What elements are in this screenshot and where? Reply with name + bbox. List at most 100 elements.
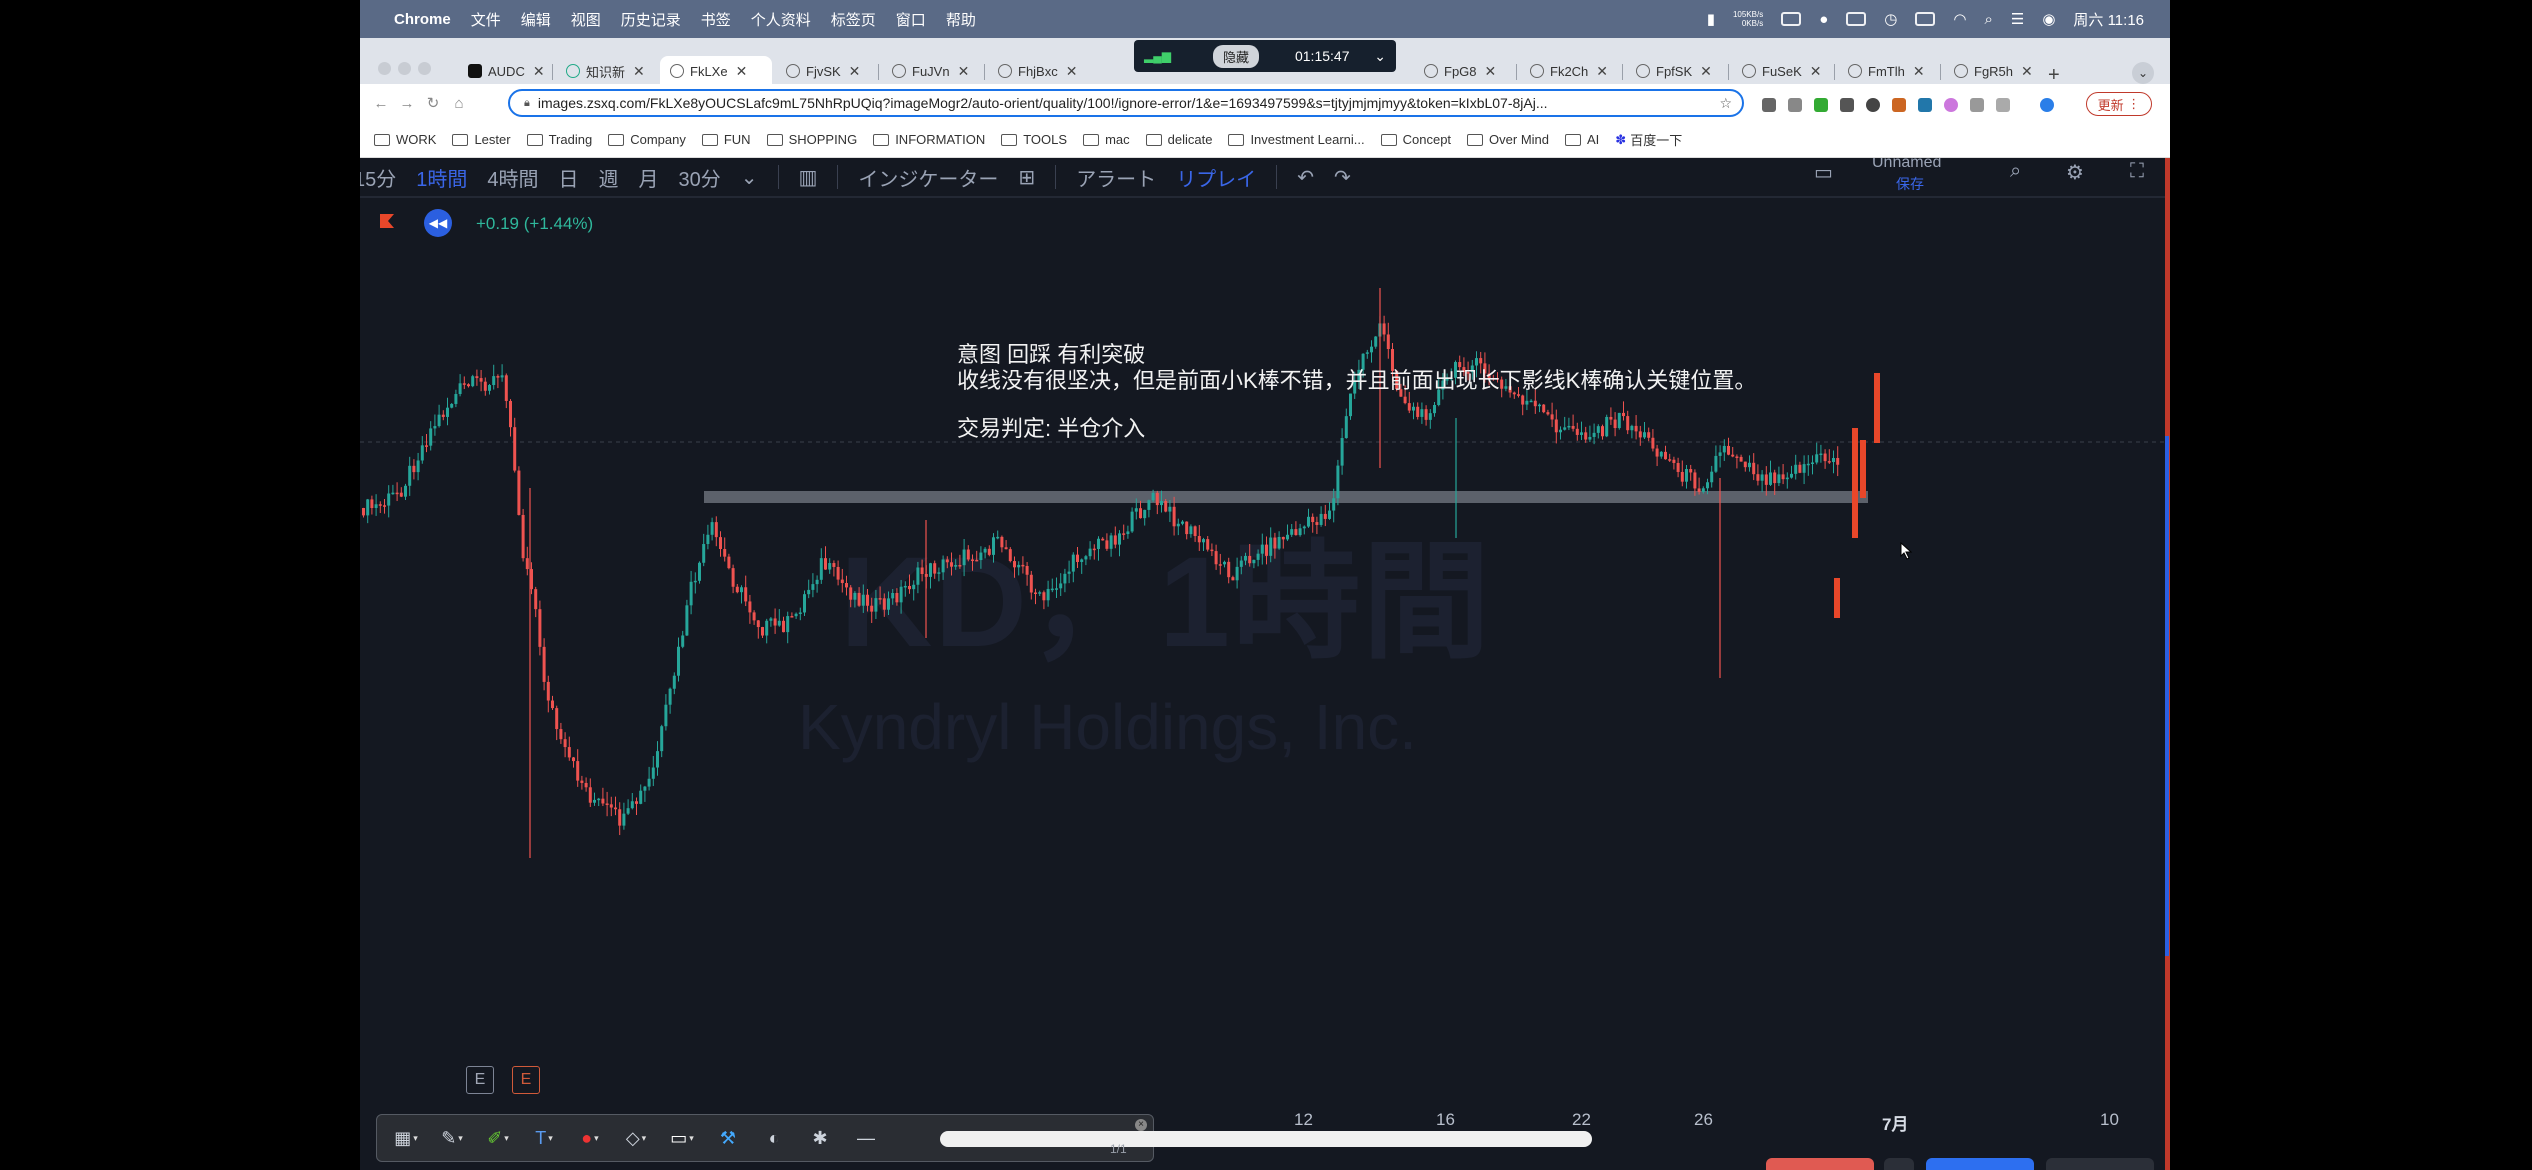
tab-search-button[interactable]: ⌄ bbox=[2132, 62, 2154, 84]
clock[interactable]: 周六 11:16 bbox=[2073, 11, 2144, 29]
interval-30m[interactable]: 30分 bbox=[678, 168, 721, 191]
settings-icon[interactable]: ✱ bbox=[812, 1127, 828, 1148]
forward-icon[interactable]: → bbox=[399, 94, 415, 112]
layout-icon[interactable]: ▭ bbox=[1814, 162, 1833, 184]
tab-audc[interactable]: AUDC ✕ bbox=[458, 56, 550, 86]
fullscreen-icon[interactable]: ⛶ bbox=[2130, 160, 2144, 182]
templates-icon[interactable]: ⊞ bbox=[1018, 166, 1036, 189]
indicator-button[interactable]: インジケーター bbox=[858, 168, 999, 191]
pencil-icon[interactable]: ✎ ▾ bbox=[441, 1127, 463, 1148]
bookmark-investment[interactable]: Investment Learni... bbox=[1228, 132, 1365, 147]
time-machine-icon[interactable]: ◷ bbox=[1884, 11, 1898, 28]
tab-fhjbxc[interactable]: FhjBxc ✕ bbox=[988, 56, 1088, 86]
earnings-marker[interactable]: E bbox=[466, 1066, 494, 1094]
close-tab-icon[interactable]: ✕ bbox=[735, 62, 748, 79]
menu-app-name[interactable]: Chrome bbox=[394, 10, 451, 28]
interval-4h[interactable]: 4時間 bbox=[487, 168, 539, 191]
screen-tool-icon[interactable]: ▦ ▾ bbox=[394, 1127, 418, 1148]
interval-day[interactable]: 日 bbox=[558, 168, 579, 191]
close-icon[interactable]: × bbox=[1135, 1119, 1147, 1131]
extension-icon[interactable] bbox=[1788, 98, 1802, 112]
replay-back-button[interactable]: ◀◀ bbox=[424, 209, 452, 237]
update-button[interactable]: 更新 ⋮ bbox=[2086, 92, 2152, 116]
menu-tabs[interactable]: 标签页 bbox=[830, 11, 876, 29]
scrollbar[interactable] bbox=[2165, 436, 2169, 956]
close-tab-icon[interactable]: ✕ bbox=[848, 62, 861, 79]
extension-icon[interactable] bbox=[1892, 98, 1906, 112]
minus-icon[interactable]: — bbox=[857, 1127, 875, 1148]
rectangle-icon[interactable]: ▭ ▾ bbox=[670, 1127, 694, 1148]
playback-progress-bar[interactable] bbox=[940, 1131, 1592, 1147]
bookmark-tools[interactable]: TOOLS bbox=[1001, 132, 1067, 147]
tab-fjvsk[interactable]: FjvSK ✕ bbox=[776, 56, 876, 86]
extension-icon[interactable] bbox=[1814, 98, 1828, 112]
tab-fk2ch[interactable]: Fk2Ch ✕ bbox=[1520, 56, 1620, 86]
close-tab-icon[interactable]: ✕ bbox=[1596, 62, 1609, 79]
candles-icon[interactable]: ▥ bbox=[798, 166, 818, 189]
bookmark-ai[interactable]: AI bbox=[1565, 132, 1599, 147]
close-window-button[interactable] bbox=[378, 62, 391, 75]
close-tab-icon[interactable]: ✕ bbox=[1700, 62, 1712, 79]
quantity-button[interactable] bbox=[1884, 1158, 1914, 1170]
close-tab-icon[interactable]: ✕ bbox=[532, 62, 545, 79]
support-zone[interactable] bbox=[704, 491, 1868, 503]
bookmark-fun[interactable]: FUN bbox=[701, 132, 751, 147]
zoom-window-button[interactable] bbox=[418, 62, 431, 75]
record-icon[interactable]: ● bbox=[1819, 10, 1829, 28]
interval-week[interactable]: 週 bbox=[598, 168, 619, 191]
bookmark-information[interactable]: INFORMATION bbox=[873, 132, 985, 147]
battery-icon[interactable] bbox=[1915, 12, 1936, 26]
bookmark-concept[interactable]: Concept bbox=[1380, 132, 1451, 147]
menu-edit[interactable]: 编辑 bbox=[520, 11, 551, 29]
bookmark-trading[interactable]: Trading bbox=[526, 132, 592, 147]
reload-icon[interactable]: ↻ bbox=[426, 95, 440, 112]
extension-icon[interactable] bbox=[1944, 98, 1958, 112]
bookmark-lester[interactable]: Lester bbox=[452, 132, 511, 147]
close-tab-icon[interactable]: ✕ bbox=[957, 62, 970, 79]
back-icon[interactable]: ← bbox=[373, 94, 389, 112]
earnings-marker[interactable]: E bbox=[512, 1066, 540, 1094]
tab-fgr5h[interactable]: FgR5h ✕ bbox=[1944, 56, 2044, 86]
menu-file[interactable]: 文件 bbox=[470, 11, 501, 29]
profile-icon[interactable] bbox=[2040, 98, 2054, 112]
tab-fpfsk[interactable]: FpfSK ✕ bbox=[1626, 56, 1726, 86]
shape-tool-icon[interactable]: ● ▾ bbox=[581, 1127, 599, 1148]
layout-name[interactable]: Unnamed bbox=[1872, 158, 1942, 171]
new-tab-button[interactable]: + bbox=[2048, 64, 2060, 86]
puzzle-icon[interactable] bbox=[1970, 98, 1984, 112]
alert-button[interactable]: アラート bbox=[1076, 168, 1157, 191]
interval-1h[interactable]: 1時間 bbox=[416, 168, 468, 191]
wifi-icon[interactable]: ◠ bbox=[1953, 11, 1967, 28]
bookmark-over-mind[interactable]: Over Mind bbox=[1467, 132, 1549, 147]
extension-icon[interactable] bbox=[1918, 98, 1932, 112]
tab-fklxe-active[interactable]: FkLXe ✕ bbox=[660, 56, 772, 86]
extension-icon[interactable] bbox=[1866, 98, 1880, 112]
interval-month[interactable]: 月 bbox=[638, 168, 659, 191]
close-tab-icon[interactable]: ✕ bbox=[633, 62, 645, 79]
tab-fusek[interactable]: FuSeK ✕ bbox=[1732, 56, 1832, 86]
search-icon[interactable]: ⌕ bbox=[2010, 160, 2022, 182]
flag-icon[interactable] bbox=[378, 212, 396, 232]
minimize-window-button[interactable] bbox=[398, 62, 411, 75]
bookmark-baidu[interactable]: ✽ 百度一下 bbox=[1615, 130, 1682, 149]
menu-profile[interactable]: 个人资料 bbox=[750, 11, 811, 29]
hide-button[interactable]: 隐藏 bbox=[1212, 44, 1259, 68]
hammer-icon[interactable]: ⚒ bbox=[719, 1127, 737, 1148]
tab-fujvn[interactable]: FuJVn ✕ bbox=[882, 56, 982, 86]
close-tab-icon[interactable]: ✕ bbox=[1484, 62, 1497, 79]
siri-icon[interactable]: ◉ bbox=[2042, 11, 2056, 28]
bookmark-company[interactable]: Company bbox=[608, 132, 686, 147]
tab-fmtlh[interactable]: FmTlh ✕ bbox=[1838, 56, 1938, 86]
redo-icon[interactable]: ↷ bbox=[1333, 166, 1351, 189]
interval-15m[interactable]: 15分 bbox=[360, 168, 397, 191]
ime-icon[interactable]: ▮ bbox=[1706, 11, 1715, 28]
bookmark-star-icon[interactable]: ☆ bbox=[1719, 94, 1732, 111]
close-tab-icon[interactable]: ✕ bbox=[1809, 62, 1822, 79]
sell-button[interactable] bbox=[1766, 1158, 1874, 1170]
replay-button[interactable]: リプレイ bbox=[1176, 168, 1257, 191]
undo-icon[interactable]: ↶ bbox=[1297, 166, 1314, 189]
control-center-icon[interactable]: ☰ bbox=[2010, 11, 2025, 28]
extension-icon[interactable] bbox=[1762, 98, 1776, 112]
tab-fpg8[interactable]: FpG8 ✕ bbox=[1414, 56, 1514, 86]
menu-view[interactable]: 视图 bbox=[570, 11, 601, 29]
